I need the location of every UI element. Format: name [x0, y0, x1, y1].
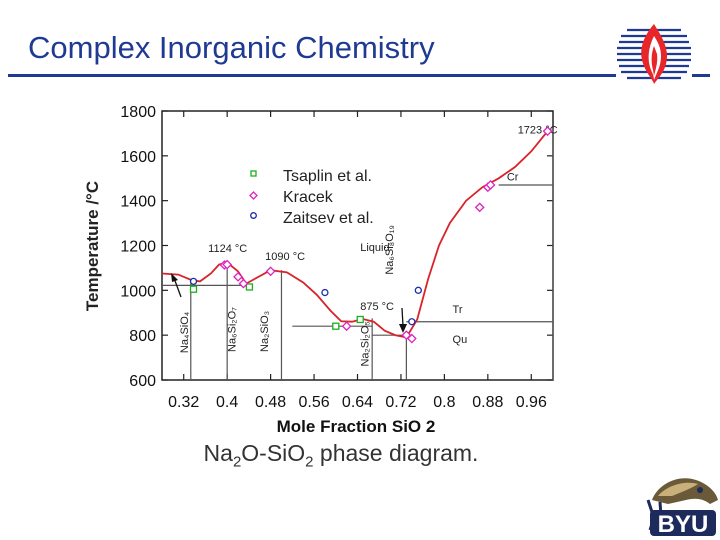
y-tick-label: 1400 — [120, 194, 156, 211]
plot-area: 600 800 1000 1200 1400 1600 1800 0.32 0.4 0.48 0.5… — [120, 104, 557, 411]
y-tick-label: 1600 — [120, 149, 156, 166]
legend-label-kracek: Kracek — [283, 189, 334, 206]
x-axis-label: Mole Fraction SiO 2 — [277, 417, 436, 436]
data-point-kracek — [265, 266, 276, 277]
data-point-kracek — [485, 180, 496, 190]
annotation-label: 1124 °C — [208, 243, 247, 255]
annotation-label: Na₆Si₂O₇ — [226, 307, 238, 352]
data-point-tsaplin — [245, 283, 254, 291]
annotation-label: Na₄SiO₄ — [179, 311, 191, 353]
annotation-label: Liquid — [360, 242, 389, 254]
data-point-kracek — [233, 271, 243, 282]
data-point-kracek — [401, 330, 412, 341]
x-tick-label: 0.64 — [342, 394, 373, 411]
annotation-label: 1090 °C — [265, 251, 305, 263]
y-tick-label: 1800 — [120, 104, 156, 121]
flame-logo-icon — [617, 24, 691, 84]
y-tick-label: 600 — [129, 373, 156, 390]
y-tick-label: 1000 — [120, 283, 156, 300]
data-point-kracek — [474, 202, 485, 213]
data-point-kracek — [238, 278, 249, 289]
x-tick-label: 0.48 — [255, 394, 286, 411]
data-point-tsaplin — [189, 285, 198, 293]
title-underline-right — [692, 74, 710, 77]
legend-marker-zaitsev — [250, 212, 257, 219]
x-tick-label: 0.4 — [216, 394, 238, 411]
data-point-zaitsev — [414, 286, 422, 294]
x-tick-label: 0.32 — [168, 394, 199, 411]
data-point-kracek — [406, 333, 417, 344]
data-point-zaitsev — [321, 288, 329, 297]
data-point-zaitsev — [189, 277, 198, 286]
annotation-label: Tr — [453, 304, 463, 316]
annotation-label: Cr — [507, 171, 519, 183]
arrow-head-na6si8o19 — [399, 324, 407, 333]
data-point-kracek — [222, 259, 233, 270]
legend: Tsaplin et al. Kracek Zaitsev et al. — [249, 168, 374, 227]
figure-caption: Na2O-SiO2 phase diagram. — [203, 440, 479, 471]
svg-text:BYU: BYU — [658, 511, 709, 538]
legend-label-zaitsev: Zaitsev et al. — [283, 210, 374, 227]
y-tick-label: 1200 — [120, 239, 156, 256]
legend-marker-tsaplin — [250, 170, 257, 177]
y-axis-label: Temperature /°C — [83, 181, 102, 311]
annotation-label: Na₂Si₂O₅ — [359, 321, 371, 366]
data-point-kracek — [542, 126, 553, 137]
legend-marker-kracek — [249, 191, 258, 200]
x-tick-label: 0.56 — [298, 394, 329, 411]
liquidus-curve — [161, 130, 549, 339]
annotation-label: Na₆Si₈O₁₉ — [384, 225, 396, 274]
data-point-kracek — [341, 321, 352, 332]
y-tick-label: 800 — [129, 328, 156, 345]
data-point-tsaplin — [356, 315, 364, 324]
x-tick-label: 0.72 — [385, 394, 416, 411]
x-tick-label: 0.96 — [516, 394, 547, 411]
byu-cougar-logo-icon: BYU — [646, 478, 718, 538]
annotation-label: Qu — [453, 334, 468, 346]
arrow-na4sio4 — [173, 277, 182, 298]
slide-title: Complex Inorganic Chemistry — [28, 30, 435, 65]
legend-label-tsaplin: Tsaplin et al. — [283, 168, 372, 185]
arrow-na6si8o19 — [401, 307, 404, 327]
arrow-head-na4sio4 — [171, 273, 178, 282]
x-tick-label: 0.8 — [433, 394, 455, 411]
data-point-tsaplin — [332, 322, 340, 330]
title-underline — [8, 74, 616, 77]
annotation-label: Na₂SiO₃ — [259, 311, 271, 352]
annotation-label: 875 °C — [360, 301, 394, 313]
data-point-zaitsev — [408, 318, 416, 326]
x-tick-label: 0.88 — [472, 394, 503, 411]
